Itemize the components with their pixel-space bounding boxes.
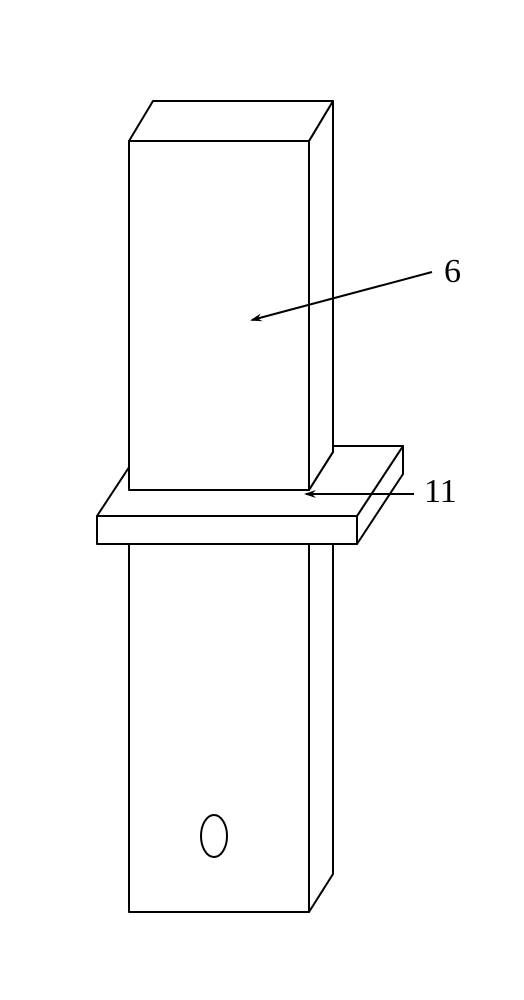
vertical-slab-upper-final	[129, 101, 333, 490]
vertical-slab-lower	[129, 506, 333, 912]
technical-diagram: 6 11	[0, 0, 524, 1000]
callout-label-6: 6	[444, 253, 461, 290]
callout-label-11: 11	[424, 473, 457, 510]
